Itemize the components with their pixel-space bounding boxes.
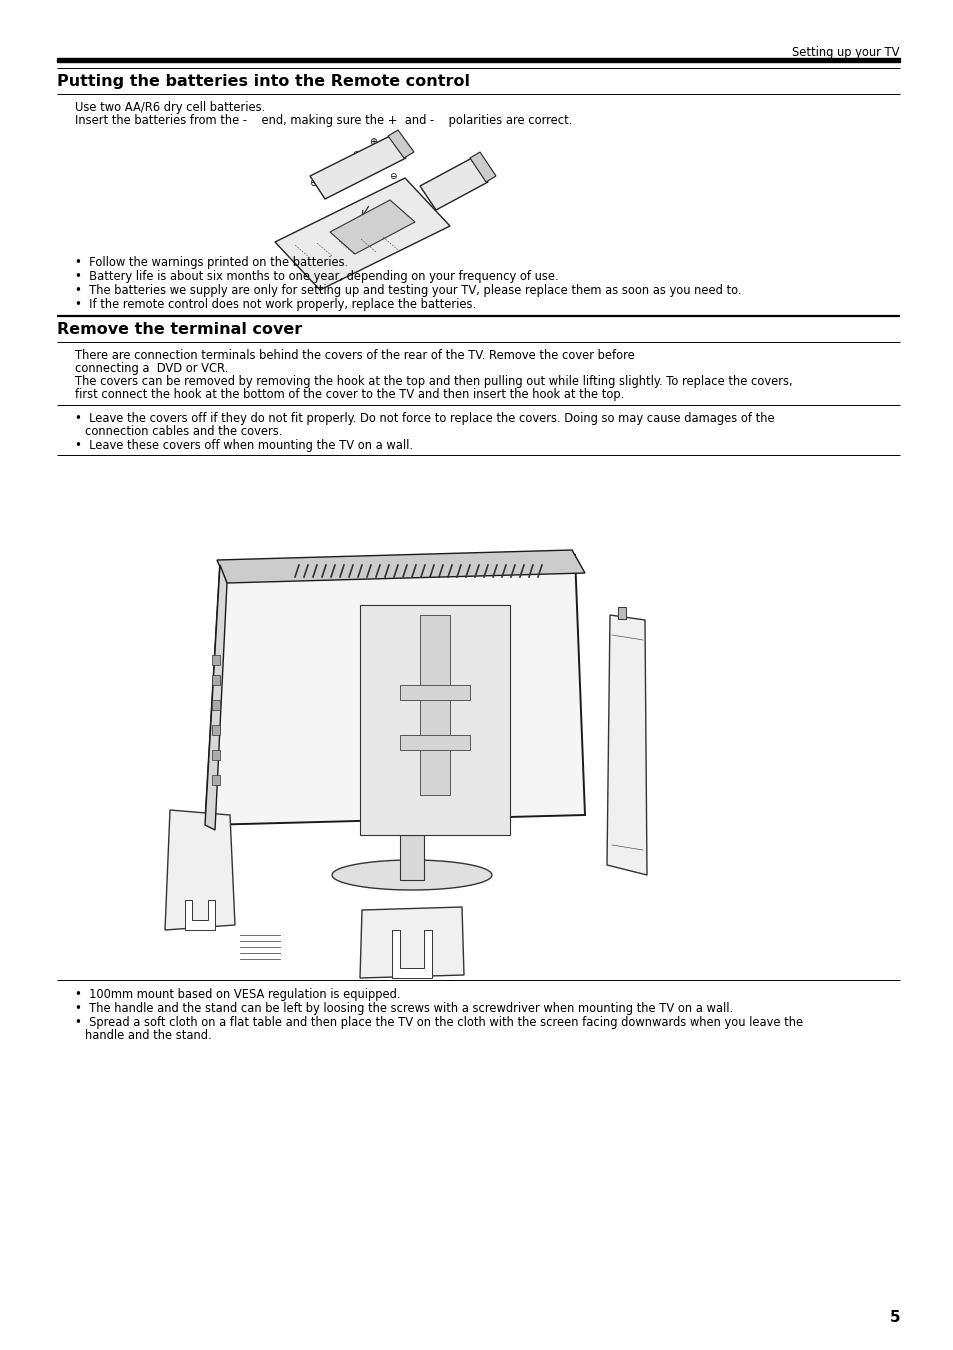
Polygon shape — [205, 555, 584, 825]
Text: The covers can be removed by removing the hook at the top and then pulling out w: The covers can be removed by removing th… — [75, 375, 792, 387]
Bar — [399, 734, 470, 751]
Polygon shape — [392, 930, 432, 977]
Bar — [399, 836, 423, 880]
Text: +: + — [386, 140, 393, 150]
Bar — [57, 58, 899, 62]
Polygon shape — [185, 900, 214, 930]
Text: •  Follow the warnings printed on the batteries.: • Follow the warnings printed on the bat… — [75, 256, 348, 269]
Text: Use two AA/R6 dry cell batteries.: Use two AA/R6 dry cell batteries. — [75, 101, 265, 113]
Bar — [212, 655, 220, 666]
Text: There are connection terminals behind the covers of the rear of the TV. Remove t: There are connection terminals behind th… — [75, 350, 634, 362]
Polygon shape — [205, 566, 227, 830]
Text: •  Battery life is about six months to one year, depending on your frequency of : • Battery life is about six months to on… — [75, 270, 558, 284]
Polygon shape — [216, 549, 584, 583]
Text: connection cables and the covers.: connection cables and the covers. — [85, 425, 282, 437]
Text: Remove the terminal cover: Remove the terminal cover — [57, 323, 302, 338]
Text: connecting a  DVD or VCR.: connecting a DVD or VCR. — [75, 362, 228, 375]
Bar — [359, 605, 510, 836]
Text: ⊖: ⊖ — [309, 178, 316, 188]
Bar — [212, 775, 220, 784]
Text: first connect the hook at the bottom of the cover to the TV and then insert the : first connect the hook at the bottom of … — [75, 387, 623, 401]
Polygon shape — [606, 616, 646, 875]
Polygon shape — [470, 153, 496, 182]
Text: handle and the stand.: handle and the stand. — [85, 1029, 212, 1042]
Polygon shape — [419, 158, 488, 211]
Bar — [212, 675, 220, 684]
Text: ⊕: ⊕ — [468, 159, 476, 169]
Text: •  The handle and the stand can be left by loosing the screws with a screwdriver: • The handle and the stand can be left b… — [75, 1002, 732, 1015]
Text: +: + — [396, 136, 403, 144]
Bar — [618, 608, 625, 620]
Bar — [212, 701, 220, 710]
Text: •  Leave these covers off when mounting the TV on a wall.: • Leave these covers off when mounting t… — [75, 439, 413, 452]
Text: ⊕: ⊕ — [369, 136, 376, 147]
Polygon shape — [165, 810, 234, 930]
Text: •  Leave the covers off if they do not fit properly. Do not force to replace the: • Leave the covers off if they do not fi… — [75, 412, 774, 425]
Polygon shape — [359, 907, 463, 977]
Bar — [419, 616, 450, 795]
Text: •  Spread a soft cloth on a flat table and then place the TV on the cloth with t: • Spread a soft cloth on a flat table an… — [75, 1017, 802, 1029]
Text: ⊖: ⊖ — [352, 150, 359, 159]
Text: •  The batteries we supply are only for setting up and testing your TV, please r: • The batteries we supply are only for s… — [75, 284, 740, 297]
Polygon shape — [274, 178, 450, 290]
Bar — [212, 751, 220, 760]
Text: Putting the batteries into the Remote control: Putting the batteries into the Remote co… — [57, 74, 470, 89]
Bar — [212, 725, 220, 734]
Text: +: + — [472, 157, 479, 165]
Bar — [399, 684, 470, 701]
Text: Setting up your TV: Setting up your TV — [792, 46, 899, 59]
Polygon shape — [388, 130, 414, 158]
Polygon shape — [330, 200, 415, 254]
Text: ⊖: ⊖ — [389, 171, 396, 181]
Polygon shape — [310, 136, 406, 198]
Text: •  If the remote control does not work properly, replace the batteries.: • If the remote control does not work pr… — [75, 298, 476, 311]
Text: •  100mm mount based on VESA regulation is equipped.: • 100mm mount based on VESA regulation i… — [75, 988, 400, 1000]
Polygon shape — [332, 860, 492, 890]
Text: Insert the batteries from the -    end, making sure the +  and -    polarities a: Insert the batteries from the - end, mak… — [75, 113, 572, 127]
Text: 5: 5 — [888, 1310, 899, 1324]
